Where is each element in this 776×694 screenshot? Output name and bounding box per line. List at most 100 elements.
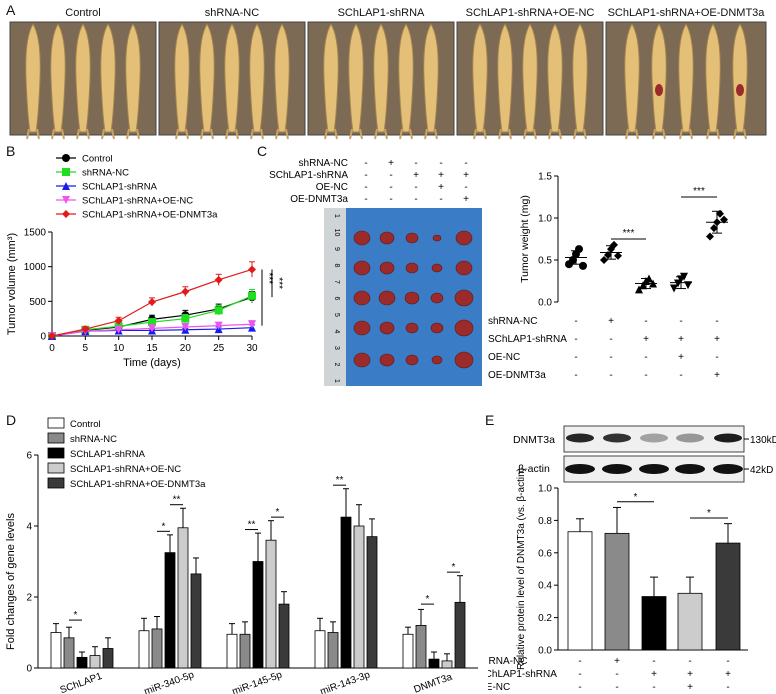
table-cell: - — [715, 352, 718, 363]
sig-label: ** — [173, 495, 181, 506]
table-cell: - — [609, 370, 612, 381]
table-row-label: OE-NC — [316, 182, 348, 193]
legend-label: shRNA-NC — [70, 434, 117, 445]
point — [710, 224, 718, 233]
y-tick-label: 1500 — [24, 228, 47, 239]
table-cell: + — [714, 334, 720, 345]
point — [248, 320, 256, 329]
table-cell: + — [388, 158, 394, 169]
point — [214, 275, 223, 284]
table-cell: + — [687, 682, 693, 693]
y-tick-label: 2 — [26, 593, 32, 604]
tumor — [404, 291, 420, 305]
table-row-label: OE-DNMT3a — [290, 194, 348, 205]
table-cell: - — [679, 370, 682, 381]
table-cell: - — [389, 182, 392, 193]
point — [114, 316, 123, 325]
panel-letter-c: C — [257, 143, 268, 159]
tumor — [455, 260, 473, 276]
dnmt3a-protein-chart: DNMT3a β-actin 130kD 42kD 0.0 0.2 0.4 0.6 0.8 1.0… — [488, 425, 776, 693]
table-cell: - — [414, 194, 417, 205]
table-cell: - — [389, 194, 392, 205]
tumor — [454, 289, 474, 307]
tumor-volume-chart: 0 500 1000 1500 0 5 10 15 20 25 30 Time (days) Tumor… — [6, 154, 284, 370]
point — [62, 168, 70, 176]
table-cell: - — [464, 182, 467, 193]
tumor — [432, 234, 442, 242]
table-cell: - — [364, 170, 367, 181]
tumor — [431, 263, 443, 273]
legend-label: SChLAP1-shRNA+OE-NC — [82, 196, 193, 207]
table-row-label: SChLAP1-shRNA — [269, 170, 348, 181]
blot-size: 130kD — [750, 435, 776, 446]
tumor — [353, 290, 371, 306]
tumor — [430, 322, 444, 334]
bar — [353, 525, 365, 669]
blot-band — [639, 464, 669, 474]
table-cell: - — [652, 682, 655, 693]
bar — [327, 632, 339, 669]
tumor-spot — [736, 84, 744, 96]
table-cell: - — [644, 316, 647, 327]
x-tick-label: miR-143-3p — [319, 669, 372, 694]
point — [645, 274, 653, 283]
point — [635, 285, 643, 294]
legend-label: Control — [70, 419, 101, 430]
tumor — [431, 355, 443, 365]
table-row-label: shRNA-NC — [488, 316, 537, 327]
bar — [415, 624, 427, 669]
y-tick-label: 0.6 — [538, 548, 552, 559]
photo-title-oe-dnmt3a: SChLAP1-shRNA+OE-DNMT3a — [607, 7, 765, 19]
point — [62, 196, 70, 204]
point — [575, 245, 583, 254]
x-tick-label: 0 — [49, 343, 55, 354]
photo-title-schlap1-shrna: SChLAP1-shRNA — [337, 7, 425, 19]
table-cell: - — [364, 182, 367, 193]
legend-label: SChLAP1-shRNA+OE-DNMT3a — [70, 479, 206, 490]
point — [649, 279, 657, 288]
table-cell: - — [578, 669, 581, 680]
bar — [402, 633, 414, 669]
bar — [63, 637, 75, 669]
y-tick-label: 0.8 — [538, 516, 552, 527]
point — [181, 314, 190, 323]
point — [670, 284, 678, 293]
point — [181, 322, 190, 331]
ruler-label: 10 — [333, 229, 340, 237]
bar — [265, 539, 277, 669]
bar — [441, 660, 453, 669]
table-row-label: shRNA-NC — [488, 656, 527, 667]
table-cell: + — [438, 170, 444, 181]
x-tick-label: 10 — [113, 343, 125, 354]
legend-label: SChLAP1-shRNA+OE-NC — [70, 464, 181, 475]
photo-title-shrna-nc: shRNA-NC — [204, 7, 260, 19]
table-cell: - — [389, 170, 392, 181]
table-cell: - — [574, 316, 577, 327]
ruler-label: 1 — [333, 379, 340, 383]
gene-level-chart: 0 2 4 6 Fold changes of gene levels SChLAP1 mi… — [5, 417, 478, 694]
y-tick-label: 1.0 — [538, 214, 552, 225]
panel-letter-a: A — [6, 2, 16, 18]
table-cell: - — [414, 158, 417, 169]
panel-letter-d: D — [6, 412, 17, 428]
legend-swatch — [47, 462, 65, 474]
y-axis-label: Fold changes of gene levels — [5, 513, 17, 650]
table-row-label: SChLAP1-shRNA — [488, 669, 557, 680]
tumor — [379, 353, 395, 367]
table-cell: - — [652, 656, 655, 667]
legend-label: SChLAP1-shRNA+OE-DNMT3a — [82, 210, 218, 221]
x-tick-label: 5 — [83, 343, 89, 354]
table-cell: + — [614, 656, 620, 667]
table-cell: - — [414, 182, 417, 193]
y-tick-label: 6 — [26, 451, 32, 462]
sig-label: ** — [248, 520, 256, 531]
tumor — [405, 232, 419, 244]
table-cell: + — [643, 334, 649, 345]
ruler-label: 2 — [333, 363, 340, 367]
sig-label: * — [74, 610, 78, 621]
tumor — [379, 261, 395, 275]
point — [214, 321, 223, 330]
blot-band — [640, 433, 668, 443]
table-cell: - — [574, 334, 577, 345]
blot-size: 42kD — [750, 465, 773, 476]
